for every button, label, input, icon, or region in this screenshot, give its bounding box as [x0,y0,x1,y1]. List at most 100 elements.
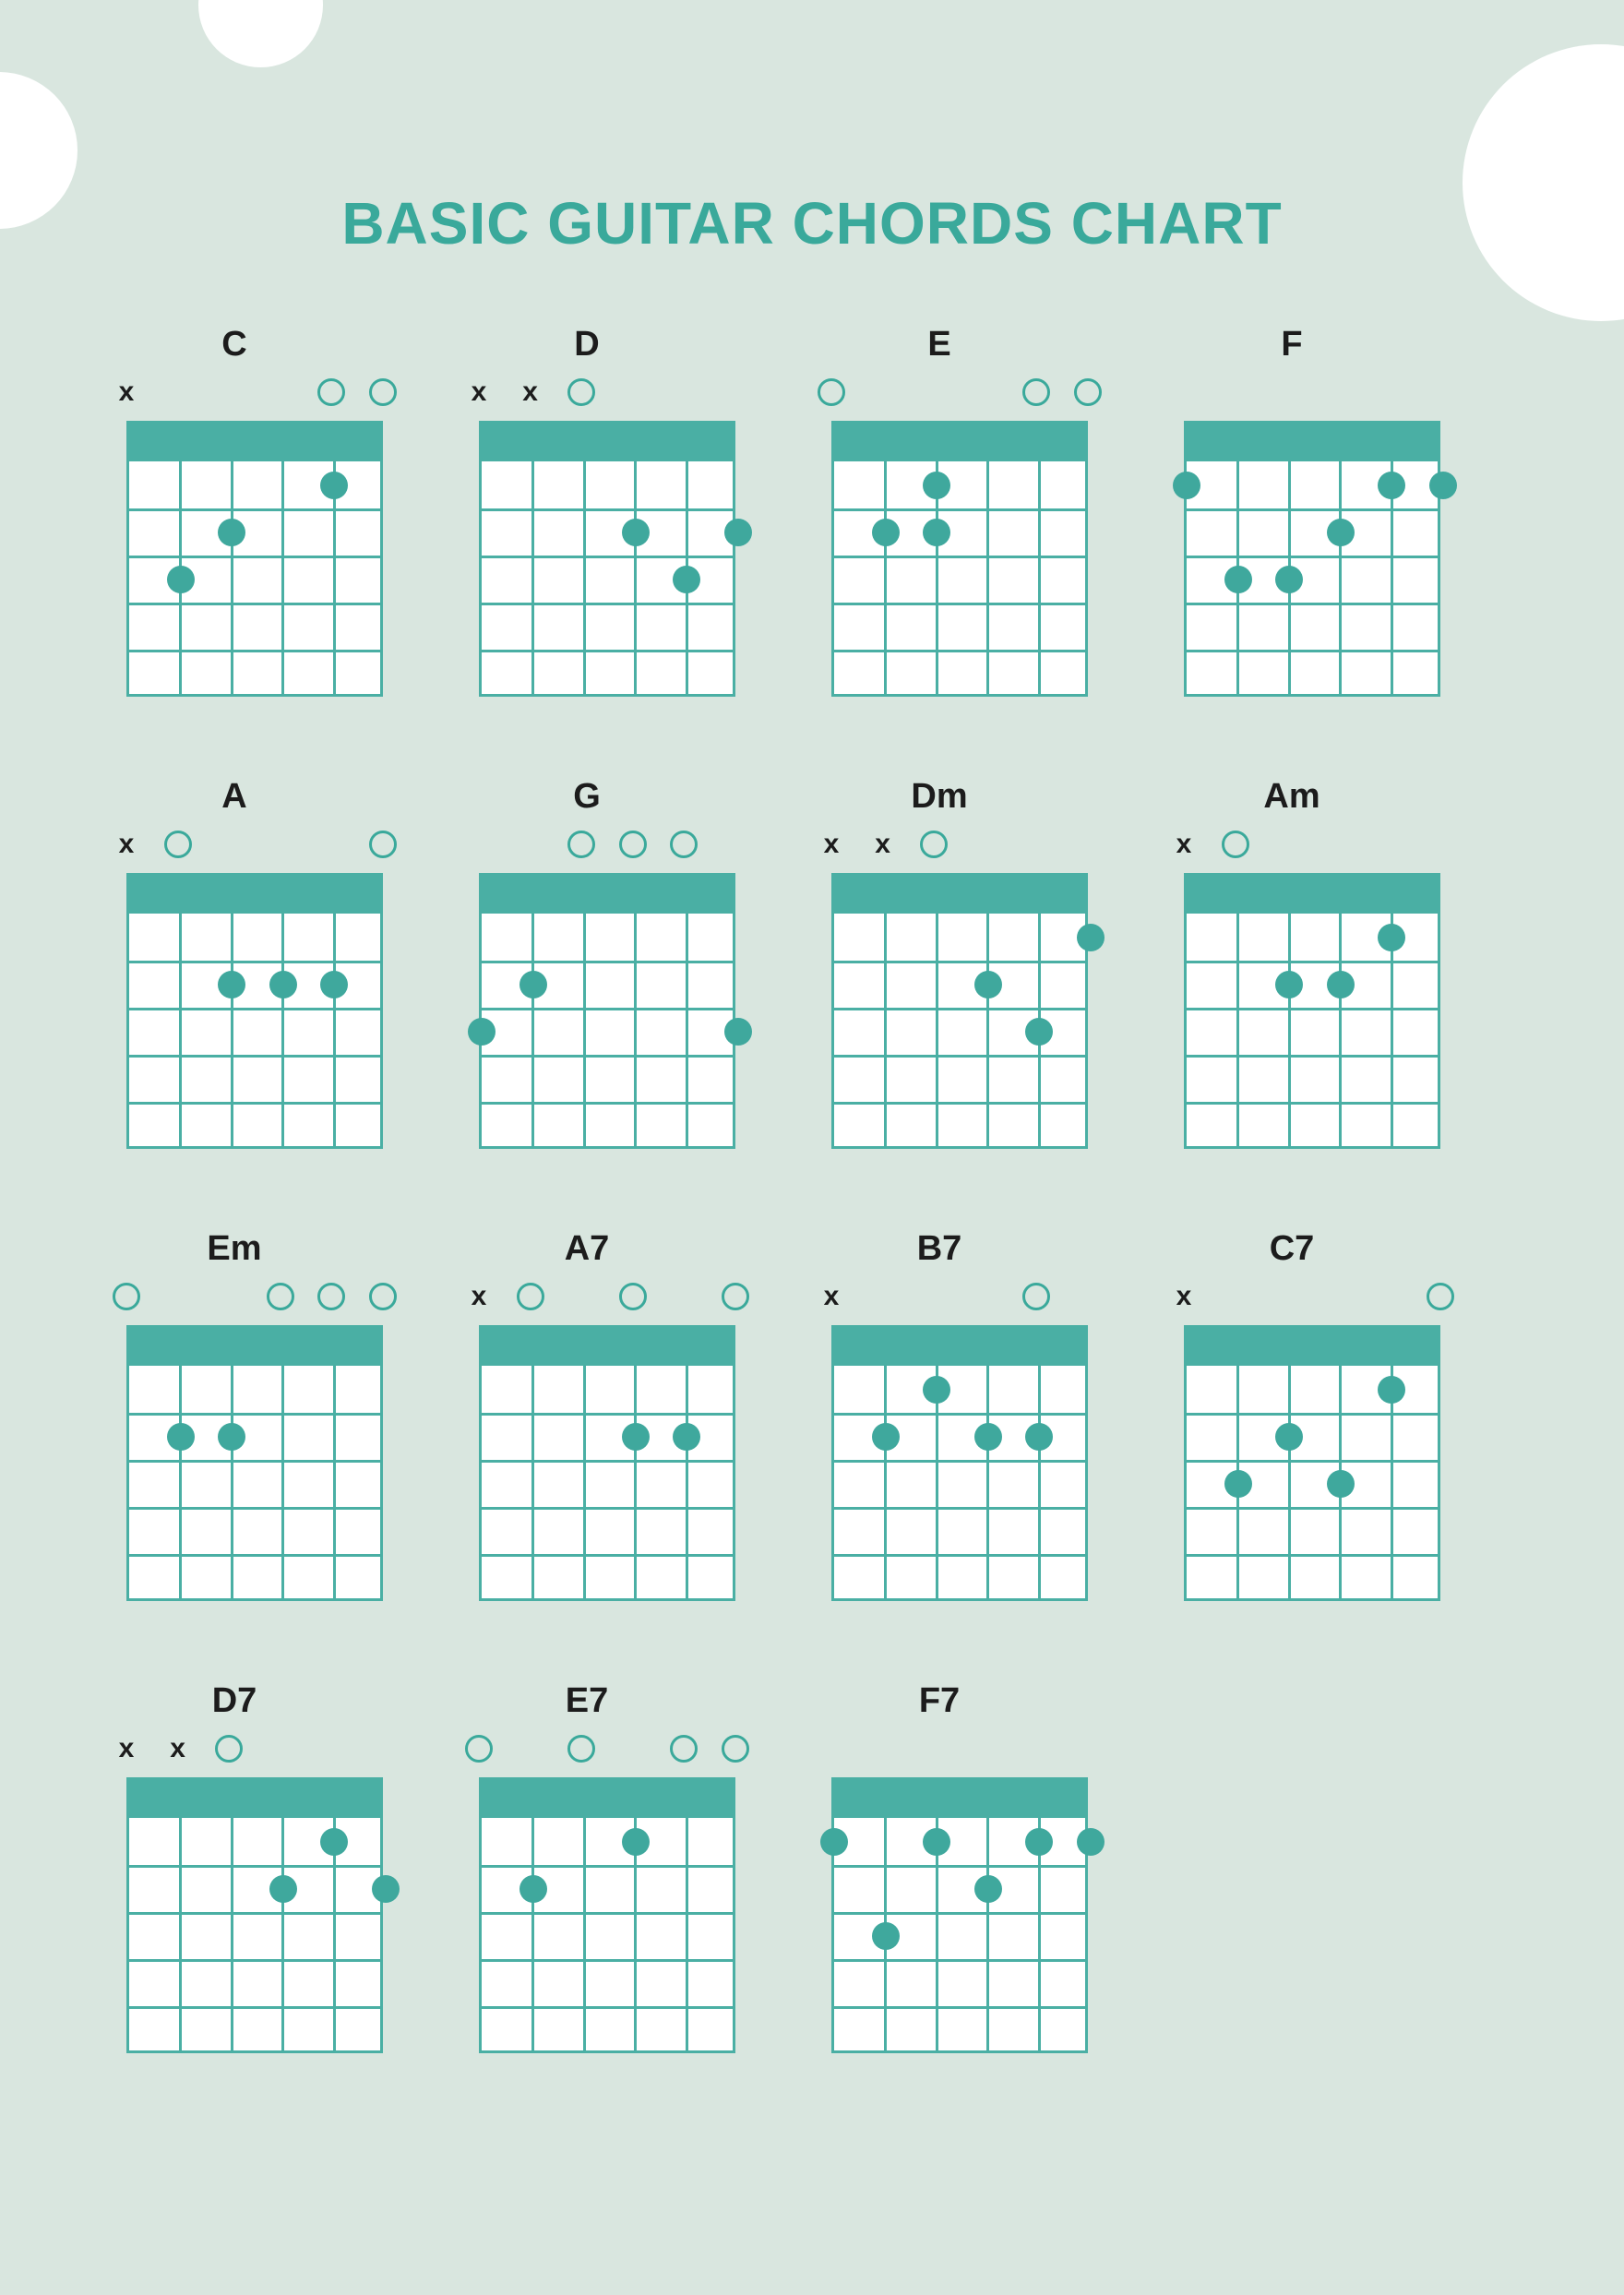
finger-position-dot [269,1874,297,1903]
fret-line [482,556,733,558]
string-line [332,914,336,1146]
finger-position-dot [724,1017,752,1046]
string-line [884,914,888,1146]
fret-line [129,1055,380,1058]
fret-line [482,508,733,511]
string-line [332,1366,336,1598]
fretboard [479,1777,735,2053]
chord-card-c7: C7xo [1164,1229,1516,1681]
string-line [685,914,688,1146]
fret-line [129,650,380,652]
fretboard [1173,421,1457,697]
fret-line [834,1008,1085,1010]
fretboard [479,421,752,697]
muted-string-icon: x [471,1281,487,1311]
string-line [634,461,638,694]
string-line [230,1818,233,2050]
chord-name: B7 [916,1229,962,1268]
nut [479,873,735,914]
finger-position-dot [871,518,900,546]
open-muted-marker-row: xo [1176,1281,1454,1318]
fretboard [126,421,383,697]
string-line [1236,914,1240,1146]
open-string-icon: o [1022,378,1051,406]
finger-position-dot [673,565,701,593]
fret-line [834,1055,1085,1058]
finger-position-dot [973,1422,1002,1451]
fret-line [129,556,380,558]
finger-position-dot [519,970,547,998]
string-line [1037,461,1041,694]
fret-line [1187,556,1438,558]
open-muted-marker-row: xxo [472,377,735,413]
string-line [986,914,990,1146]
chord-name: D7 [211,1681,257,1720]
fret-line [1187,961,1438,963]
string-line [1287,1366,1291,1598]
open-muted-marker-row: xxo [824,829,1088,866]
chord-name: A [221,777,247,816]
fretboard [1184,1325,1440,1601]
finger-position-dot [218,1422,246,1451]
fret-line [129,1413,380,1416]
nut [126,1325,383,1366]
string-line [1037,1366,1041,1598]
nut [831,1325,1088,1366]
open-muted-marker-row: x oo [119,377,397,413]
string-line [582,1818,586,2050]
open-string-icon: o [920,831,949,858]
chord-name: E7 [565,1681,609,1720]
fret-line [834,961,1085,963]
open-string-icon: o [369,831,397,858]
fret-line [482,1507,733,1510]
fret-line [1187,650,1438,652]
string-line [935,461,938,694]
fretboard [479,1325,735,1601]
fret-line [834,1554,1085,1557]
nut [831,1777,1088,1818]
muted-string-icon: x [170,1733,185,1763]
open-string-icon: o [618,831,647,858]
open-string-icon: o [516,1283,544,1310]
open-string-icon: o [215,1735,244,1763]
fret-line [1187,1055,1438,1058]
chord-card-f: F [1164,325,1516,777]
fret-line [834,1102,1085,1105]
finger-position-dot [1275,970,1304,998]
finger-position-dot [973,1874,1002,1903]
finger-position-dot [519,1874,547,1903]
chord-name: Dm [911,777,968,816]
fret-line [834,1912,1085,1915]
chord-name: E [927,325,951,364]
fret-line [834,1959,1085,1962]
open-muted-marker-row [831,1733,1088,1770]
string-line [281,914,285,1146]
nut [831,873,1088,914]
finger-position-dot [923,1375,951,1404]
muted-string-icon: x [522,377,538,407]
muted-string-icon: x [823,829,840,859]
finger-position-dot [1378,1375,1406,1404]
fretboard [831,1325,1088,1601]
string-line [1287,914,1291,1146]
fret-line [482,1460,733,1463]
open-string-icon: o [722,1735,749,1763]
fret-line [129,1460,380,1463]
string-line [332,1818,336,2050]
fret-line [482,1413,733,1416]
finger-position-dot [724,518,752,546]
chord-card-dm: Dmxxo [811,777,1164,1229]
string-line [230,1366,233,1598]
fretboard [831,873,1105,1149]
chord-card-f7: F7 [811,1681,1164,2134]
string-line [281,461,285,694]
fretboard [468,873,752,1149]
chord-name: A7 [564,1229,610,1268]
fret-line [129,603,380,605]
fret-line [1187,603,1438,605]
string-line [685,1366,688,1598]
finger-position-dot [166,1422,195,1451]
finger-position-dot [1326,970,1355,998]
fret-line [834,1507,1085,1510]
string-line [582,1366,586,1598]
